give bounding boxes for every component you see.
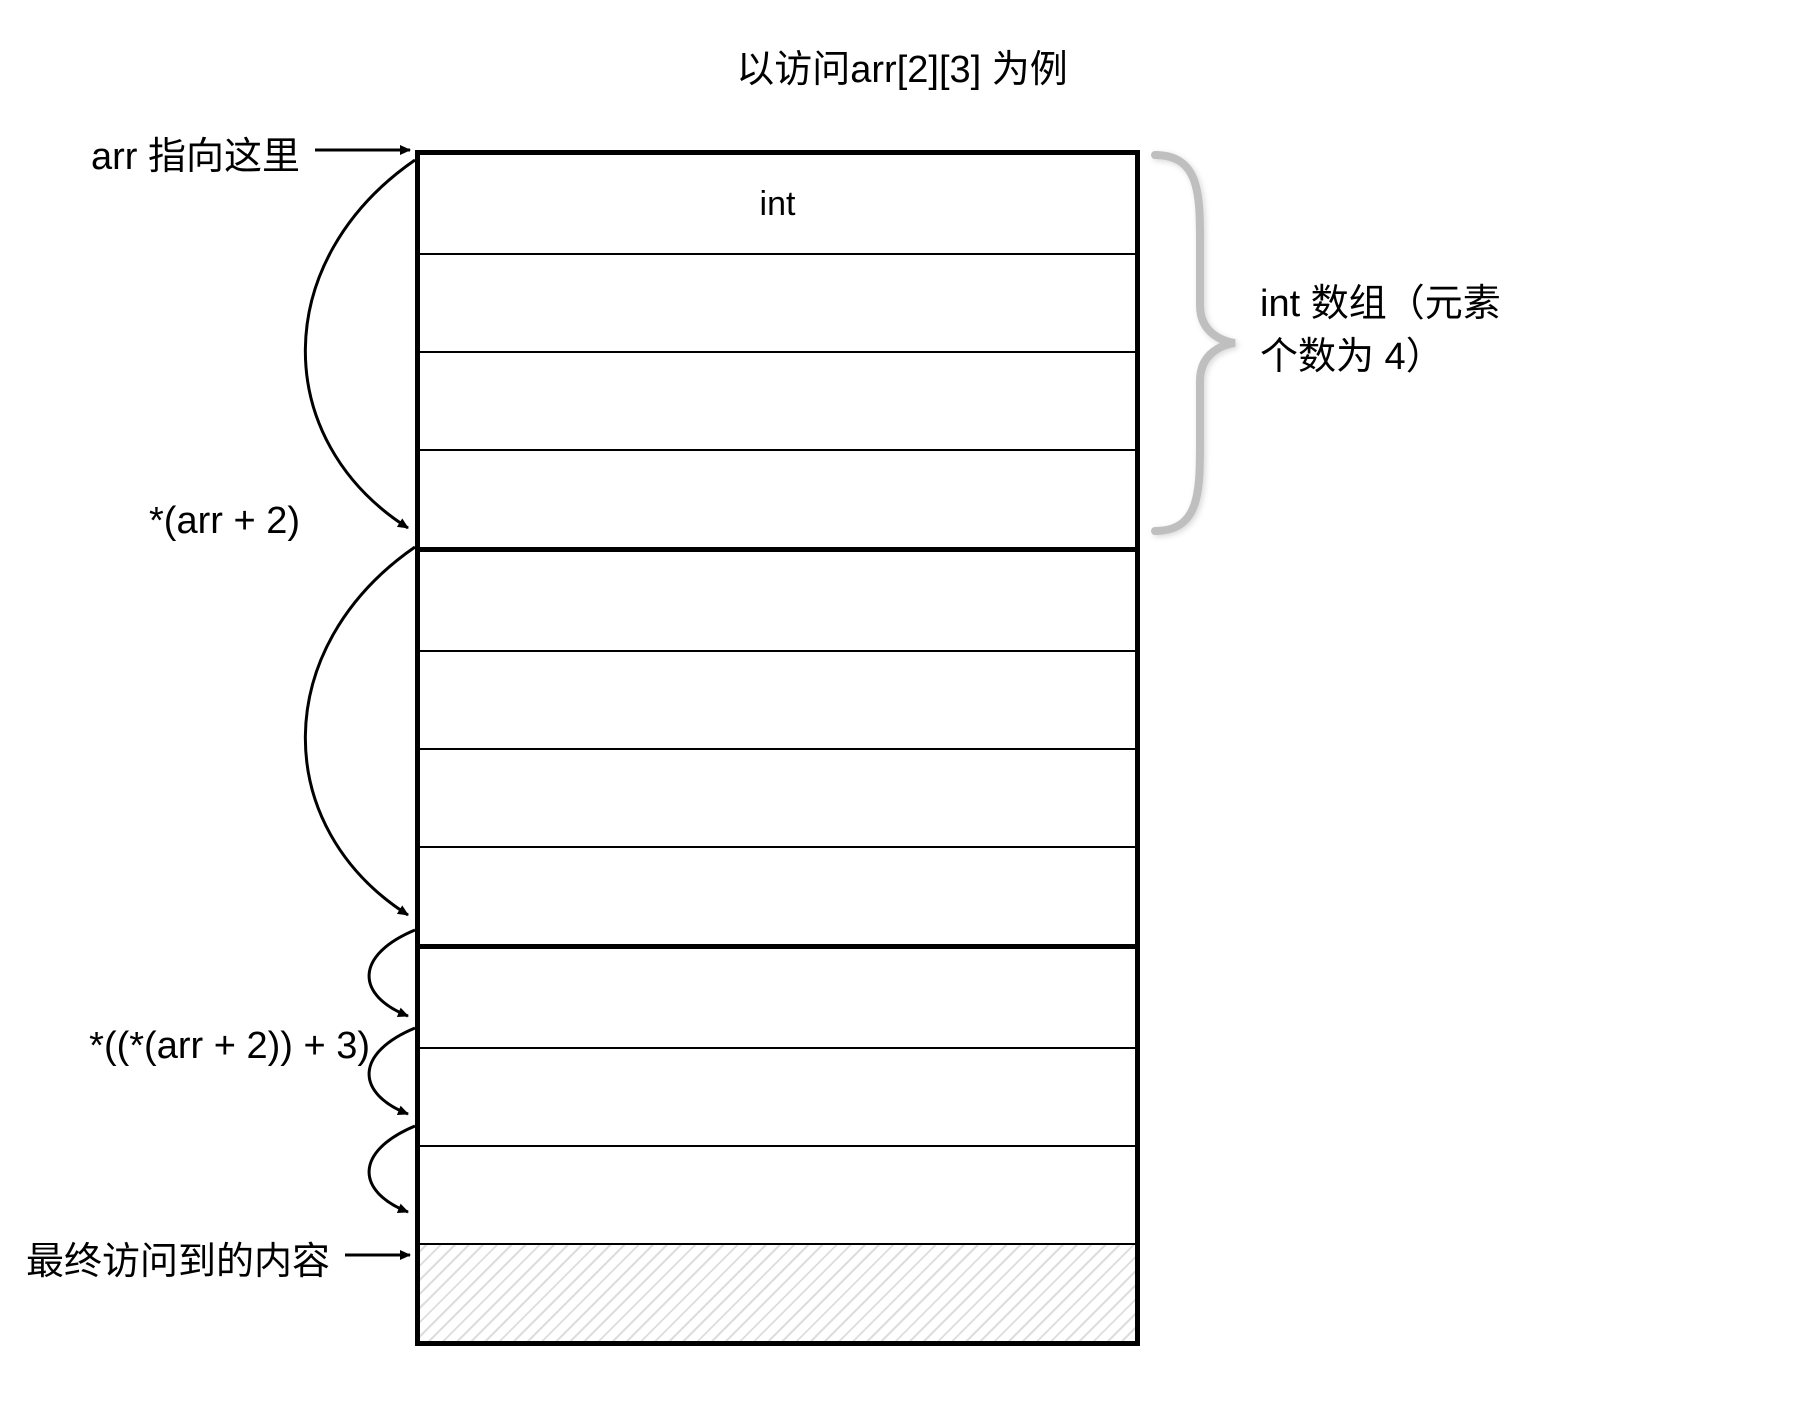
arc-small-2 — [369, 1028, 415, 1114]
memory-row — [420, 949, 1135, 1047]
side-note-line2: 个数为 4） — [1260, 336, 1444, 378]
memory-row — [420, 748, 1135, 846]
side-note-line1: int 数组（元素 — [1260, 283, 1501, 325]
sub-array-1 — [415, 547, 1140, 949]
arc-small-1 — [369, 930, 415, 1016]
sub-array-2 — [415, 944, 1140, 1346]
label-deref-deref-plus-3: *((*(arr + 2)) + 3) — [10, 1025, 370, 1068]
arc-small-3 — [369, 1126, 415, 1212]
memory-row — [420, 1145, 1135, 1243]
label-deref-arr-plus-2: *(arr + 2) — [80, 500, 300, 543]
diagram-title: 以访问arr[2][3] 为例 — [0, 38, 1804, 93]
memory-row — [420, 650, 1135, 748]
memory-block: int — [415, 150, 1140, 1310]
curly-brace — [1155, 155, 1235, 531]
memory-row — [420, 351, 1135, 449]
arc-big-1 — [305, 160, 415, 528]
sub-array-0: int — [415, 150, 1140, 552]
memory-row — [420, 846, 1135, 944]
memory-row — [420, 552, 1135, 650]
memory-row — [420, 253, 1135, 351]
memory-row — [420, 1047, 1135, 1145]
memory-row — [420, 449, 1135, 547]
label-final-access: 最终访问到的内容 — [20, 1230, 330, 1285]
arc-big-2 — [305, 547, 415, 915]
label-arr-points-here: arr 指向这里 — [60, 125, 300, 180]
side-note-int-array: int 数组（元素 个数为 4） — [1260, 278, 1660, 384]
memory-row-target — [420, 1243, 1135, 1341]
memory-row: int — [420, 155, 1135, 253]
